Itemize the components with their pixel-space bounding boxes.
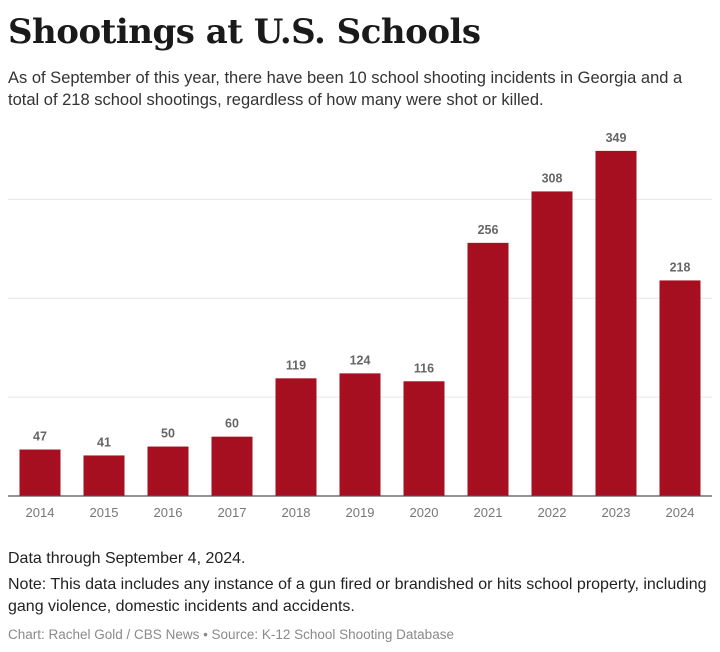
- data-label-2017: 60: [225, 417, 239, 431]
- data-labels: 47 41 50 60 119 124 116 256 308 349 218: [33, 131, 690, 450]
- data-label-2018: 119: [286, 358, 306, 372]
- data-label-2016: 50: [161, 427, 175, 441]
- x-tick-2020: 2020: [410, 505, 439, 520]
- bar-2019: [339, 373, 381, 496]
- bar-2023: [595, 150, 637, 496]
- x-tick-2017: 2017: [218, 505, 247, 520]
- bar-2018: [275, 378, 317, 496]
- chart-title: Shootings at U.S. Schools: [8, 12, 481, 52]
- data-label-2015: 41: [97, 435, 111, 449]
- x-tick-2024: 2024: [666, 505, 695, 520]
- bars: [19, 150, 701, 496]
- data-through-note: Data through September 4, 2024.: [8, 550, 246, 567]
- x-tick-2021: 2021: [474, 505, 503, 520]
- bar-2022: [531, 191, 573, 496]
- data-label-2021: 256: [478, 223, 499, 237]
- bar-2021: [467, 242, 509, 496]
- x-tick-2023: 2023: [602, 505, 631, 520]
- x-tick-2014: 2014: [26, 505, 55, 520]
- methodology-note: Note: This data includes any instance of…: [8, 576, 707, 615]
- source-credit: Chart: Rachel Gold / CBS News • Source: …: [8, 627, 454, 642]
- x-axis-ticks: 2014 2015 2016 2017 2018 2019 2020 2021 2022 2023…: [26, 505, 695, 520]
- data-label-2020: 116: [414, 361, 434, 375]
- data-label-2014: 47: [33, 430, 47, 444]
- bar-2017: [211, 436, 253, 496]
- x-tick-2022: 2022: [538, 505, 567, 520]
- bar-2024: [659, 280, 701, 496]
- bar-2015: [83, 455, 125, 496]
- x-tick-2018: 2018: [282, 505, 311, 520]
- data-label-2024: 218: [670, 260, 691, 274]
- x-tick-2019: 2019: [346, 505, 375, 520]
- bar-2014: [19, 449, 61, 496]
- x-tick-2015: 2015: [90, 505, 119, 520]
- bar-2016: [147, 446, 189, 496]
- data-label-2022: 308: [542, 171, 563, 185]
- bar-2020: [403, 381, 445, 496]
- x-tick-2016: 2016: [154, 505, 183, 520]
- chart-subtitle: As of September of this year, there have…: [8, 69, 683, 109]
- data-label-2023: 349: [606, 131, 627, 145]
- data-label-2019: 124: [350, 353, 371, 367]
